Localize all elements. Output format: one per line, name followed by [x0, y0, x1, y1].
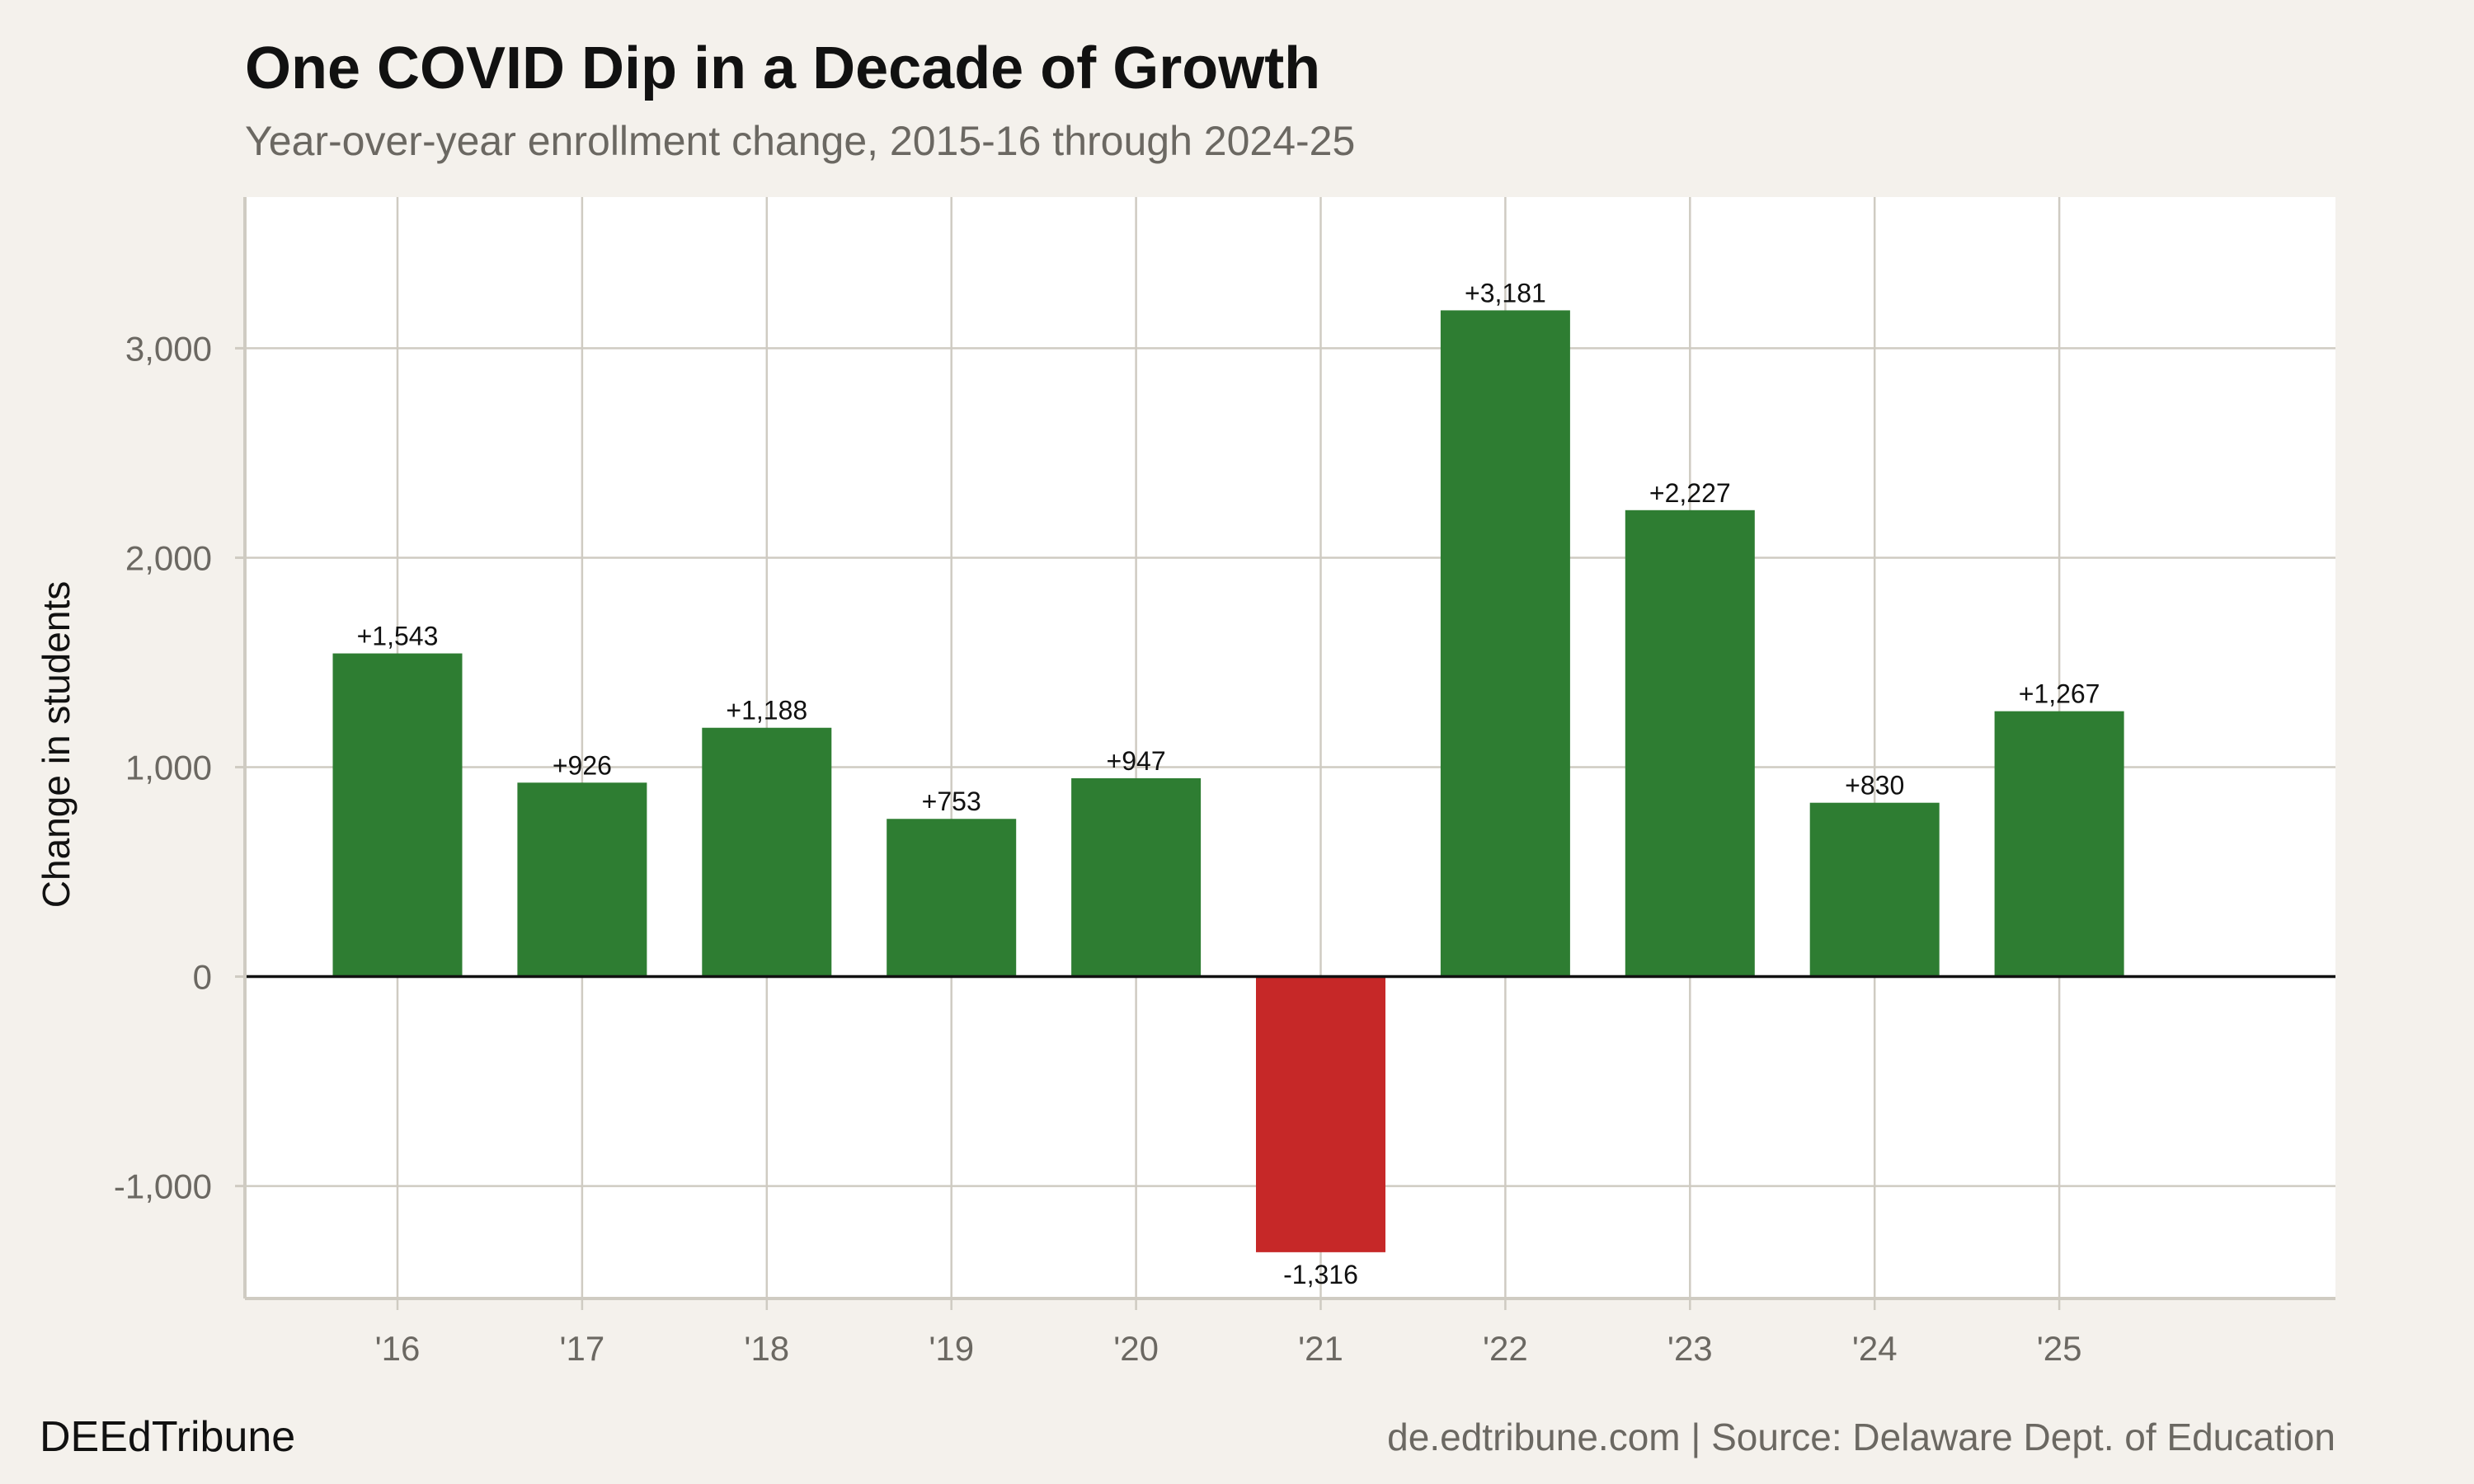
x-tick-label: '20 [1113, 1329, 1159, 1368]
data-labels: +1,543 +926 +1,188 +753 +947 -1,316 +3,181 +2,2… [357, 278, 2100, 1289]
bar-19 [887, 819, 1017, 977]
x-tick-label: '19 [929, 1329, 974, 1368]
data-label: +1,188 [726, 696, 807, 726]
data-label: +3,181 [1465, 278, 1546, 308]
y-tick-label: 2,000 [125, 538, 212, 577]
x-tick-label: '25 [2037, 1329, 2082, 1368]
bars [332, 310, 2124, 1252]
data-label: +1,543 [357, 622, 439, 651]
axes: -1,000 0 1,000 2,000 3,000 '16 '17 '18 '19 '20 '21… [114, 197, 2335, 1368]
source-note: de.edtribune.com | Source: Delaware Dept… [1387, 1416, 2335, 1458]
x-tick-label: '24 [1852, 1329, 1898, 1368]
data-label: +753 [922, 787, 981, 816]
chart-subtitle: Year-over-year enrollment change, 2015-1… [245, 118, 1356, 164]
bar-17 [517, 782, 647, 977]
y-tick-label: 1,000 [125, 748, 212, 787]
bar-25 [1994, 711, 2124, 977]
bar-22 [1440, 310, 1570, 977]
bar-16 [332, 653, 463, 977]
data-label: +2,227 [1649, 478, 1731, 508]
bar-21 [1256, 976, 1385, 1252]
data-label: +1,267 [2019, 679, 2100, 709]
chart-title: One COVID Dip in a Decade of Growth [245, 35, 1321, 101]
x-tick-label: '21 [1298, 1329, 1343, 1368]
y-axis-label: Change in students [35, 581, 78, 908]
data-label: +947 [1107, 746, 1166, 776]
bar-20 [1071, 777, 1202, 977]
y-tick-label: -1,000 [114, 1167, 212, 1206]
x-tick-label: '22 [1483, 1329, 1528, 1368]
x-tick-label: '17 [560, 1329, 605, 1368]
bar-18 [702, 727, 832, 977]
y-tick-label: 0 [193, 958, 212, 997]
y-tick-label: 3,000 [125, 329, 212, 368]
bar-24 [1809, 802, 1940, 977]
brand-logo-text: DEEdTribune [40, 1413, 296, 1461]
x-tick-label: '18 [744, 1329, 789, 1368]
bar-23 [1625, 510, 1755, 977]
x-tick-label: '16 [375, 1329, 421, 1368]
x-tick-label: '23 [1667, 1329, 1713, 1368]
data-label: -1,316 [1283, 1260, 1358, 1289]
data-label: +830 [1845, 771, 1904, 801]
data-label: +926 [553, 750, 612, 780]
